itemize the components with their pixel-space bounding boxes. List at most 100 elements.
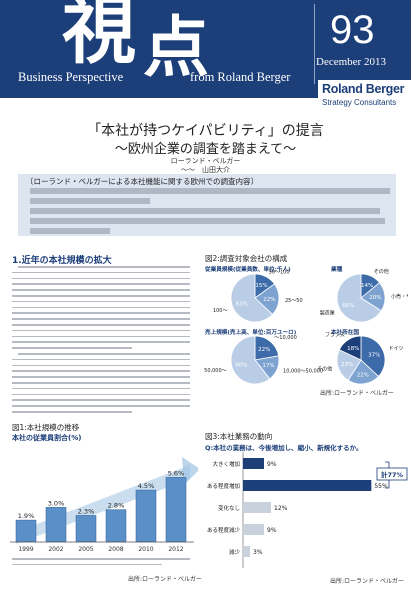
- summary-text-line: [30, 208, 380, 214]
- total-label: 計77%: [381, 470, 404, 479]
- masthead-title-kanji-2: 点: [143, 8, 209, 86]
- summary-text-line: [30, 228, 110, 234]
- pie-value-1-1: 20%: [369, 295, 381, 301]
- pie-value-1-0: 14%: [361, 283, 373, 289]
- body-text-line: [12, 341, 190, 343]
- issue-number: 93: [330, 8, 375, 52]
- body-text-line: [12, 318, 190, 320]
- pie-label-2-2: 50,000〜: [204, 368, 227, 374]
- masthead-subtitle-right: from Roland Berger: [190, 70, 291, 84]
- trend-arrow-band: [16, 465, 190, 544]
- bar-value-3: 9%: [267, 527, 277, 534]
- pie-slice-3-0: [360, 335, 386, 377]
- body-text-line: [12, 347, 132, 349]
- bar-value-2: 12%: [274, 505, 288, 512]
- author-name: 〜〜 山田大介: [181, 166, 230, 174]
- bar-value-1: 55%: [374, 483, 388, 490]
- pie-value-1-2: 66%: [342, 303, 354, 309]
- bar-value-4: 3%: [253, 549, 263, 556]
- body-text-line: [12, 382, 190, 384]
- pie-title-0: 従業員規模(従業員数、単位:千人): [204, 265, 291, 273]
- pie-label-3-2: その他: [317, 365, 332, 372]
- figure-3-question: Q:本社の業務は、今後増加し、縮小、新規化するか。: [205, 444, 363, 452]
- bar-label-1999: 1.9%: [18, 512, 35, 520]
- summary-text-line: [30, 188, 390, 194]
- bar-4: [243, 546, 250, 557]
- pie-value-2-0: 22%: [258, 347, 270, 353]
- body-text-line: [12, 300, 190, 303]
- bar-2010: [135, 489, 157, 543]
- figure-2-title: 図2:調査対象会社の構成: [205, 254, 288, 263]
- body-text-line: [12, 405, 190, 407]
- pie-label-2-0: 〜10,000: [274, 335, 297, 341]
- bar-1: [243, 480, 372, 491]
- figure-1-source: 出所:ローランド・ベルガー: [128, 576, 202, 583]
- pie-value-2-2: 60%: [235, 363, 247, 369]
- bar-label-2002: 3.0%: [48, 499, 65, 507]
- category-label-1: ある程度増加: [207, 482, 240, 490]
- pie-value-0-2: 63%: [236, 302, 248, 308]
- category-label-3: ある程度減少: [207, 526, 241, 534]
- pie-slice-3-3: [338, 335, 362, 361]
- body-text-line: [12, 335, 190, 338]
- pie-value-0-1: 22%: [263, 297, 275, 303]
- bar-2012: [165, 477, 187, 543]
- bar-2002: [45, 507, 67, 543]
- pie-value-3-2: 23%: [341, 362, 353, 368]
- body-text-line: [12, 306, 190, 309]
- body-text-line: [12, 329, 190, 332]
- bar-label-2010: 4.5%: [138, 482, 155, 490]
- body-text-line: [12, 376, 190, 378]
- pie-label-1-1: 小売・サービス: [391, 293, 408, 300]
- section-1-title: 1.近年の本社規模の拡大: [12, 256, 112, 266]
- logo-tagline: Strategy Consultants: [322, 98, 397, 107]
- body-text-line: [12, 277, 190, 280]
- summary-text-line: [30, 218, 385, 224]
- figure-1-footnote: [12, 558, 192, 566]
- figure-1-title: 図1:本社規模の推移: [12, 423, 80, 432]
- pie-slice-0-2: [230, 273, 274, 323]
- body-text-line: [12, 399, 190, 401]
- x-tick-2012: 2012: [168, 546, 183, 553]
- pie-label-3-0: ドイツ: [389, 346, 404, 352]
- pie-slice-2-0: [254, 335, 280, 361]
- pie-value-3-3: 18%: [347, 346, 359, 352]
- body-text-line: [12, 393, 190, 396]
- headline-line-1: 「本社が持つケイパビリティ」の提言: [87, 123, 324, 139]
- figure-3-chart: 大きく増加 9% ある程度増加 55% 変化なし 12% ある程度減少 9% 減少 3% 計77%: [207, 452, 408, 568]
- pie-value-3-0: 37%: [368, 352, 380, 358]
- pie-value-2-1: 17%: [262, 363, 274, 369]
- pie-label-0-0: 50〜100: [269, 269, 290, 275]
- bar-2: [243, 502, 271, 513]
- x-tick-2005: 2005: [78, 546, 93, 553]
- bar-value-0: 9%: [267, 461, 277, 468]
- category-label-4: 減少: [229, 548, 241, 556]
- pie-slice-2-2: [230, 335, 271, 385]
- bar-3: [243, 524, 264, 535]
- headline-line-2: 〜欧州企業の調査を踏まえて〜: [114, 142, 297, 157]
- bar-label-2012: 5.6%: [168, 469, 185, 477]
- issue-date: December 2013: [316, 56, 386, 68]
- figure-2-pies: 従業員規模(従業員数、単位:千人) 15% 50〜100 22% 25〜50 63% 100…: [204, 265, 408, 388]
- pie-slice-0-1: [254, 283, 280, 315]
- pie-value-0-0: 15%: [255, 283, 267, 289]
- pie-label-2-1: 10,000〜50,000: [283, 369, 323, 375]
- bar-label-2005: 2.3%: [78, 507, 95, 515]
- body-text-line: [12, 271, 190, 274]
- bar-0: [243, 458, 264, 469]
- logo-name: Roland Berger: [322, 82, 405, 96]
- body-text-line: [12, 289, 190, 291]
- body-text-line: [12, 324, 190, 326]
- pie-label-3-3: フランス: [325, 333, 345, 339]
- body-text-line: [12, 312, 190, 314]
- bar-label-2008: 2.8%: [108, 502, 125, 510]
- pie-slice-3-1: [347, 359, 380, 385]
- pie-label-1-0: その他: [374, 268, 389, 275]
- figure-1-subtitle: 本社の従業員割合(%): [12, 434, 82, 442]
- bar-2005: [75, 515, 97, 543]
- pie-label-0-2: 100〜: [213, 308, 228, 314]
- summary-box: [18, 174, 396, 236]
- x-tick-2010: 2010: [138, 546, 153, 553]
- bar-1999: [15, 519, 37, 543]
- body-text-line: [12, 387, 190, 390]
